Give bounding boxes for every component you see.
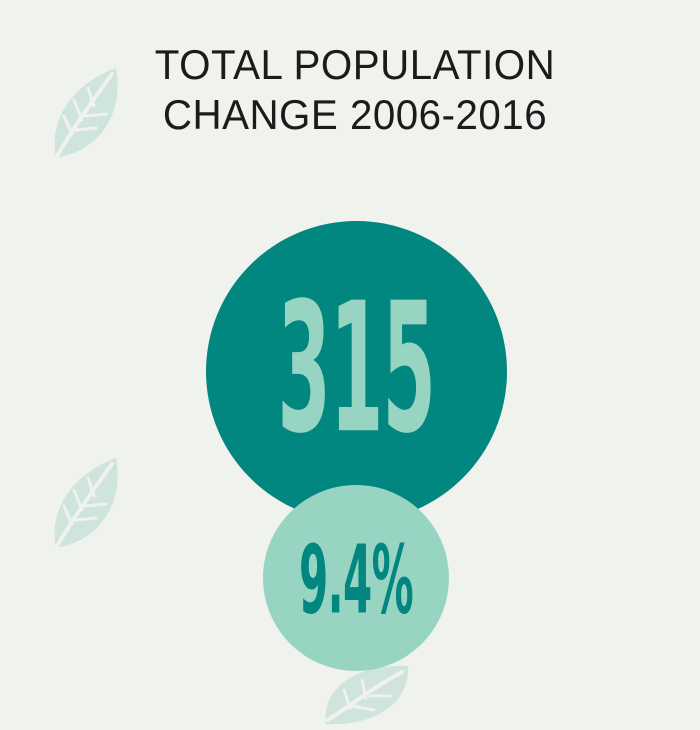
leaf-icon [54, 458, 118, 550]
population-change-value: 315 [277, 265, 437, 474]
population-change-circle: 315 [206, 221, 507, 522]
title-line-1: TOTAL POPULATION [154, 41, 556, 88]
leaf-icon [325, 665, 409, 725]
percent-change-circle: 9.4% [263, 485, 449, 671]
page-title: TOTAL POPULATION CHANGE 2006-2016 [14, 40, 696, 140]
leaf-icon [54, 68, 118, 160]
title-line-2: CHANGE 2006-2016 [162, 91, 548, 138]
percent-change-value: 9.4% [298, 524, 414, 636]
